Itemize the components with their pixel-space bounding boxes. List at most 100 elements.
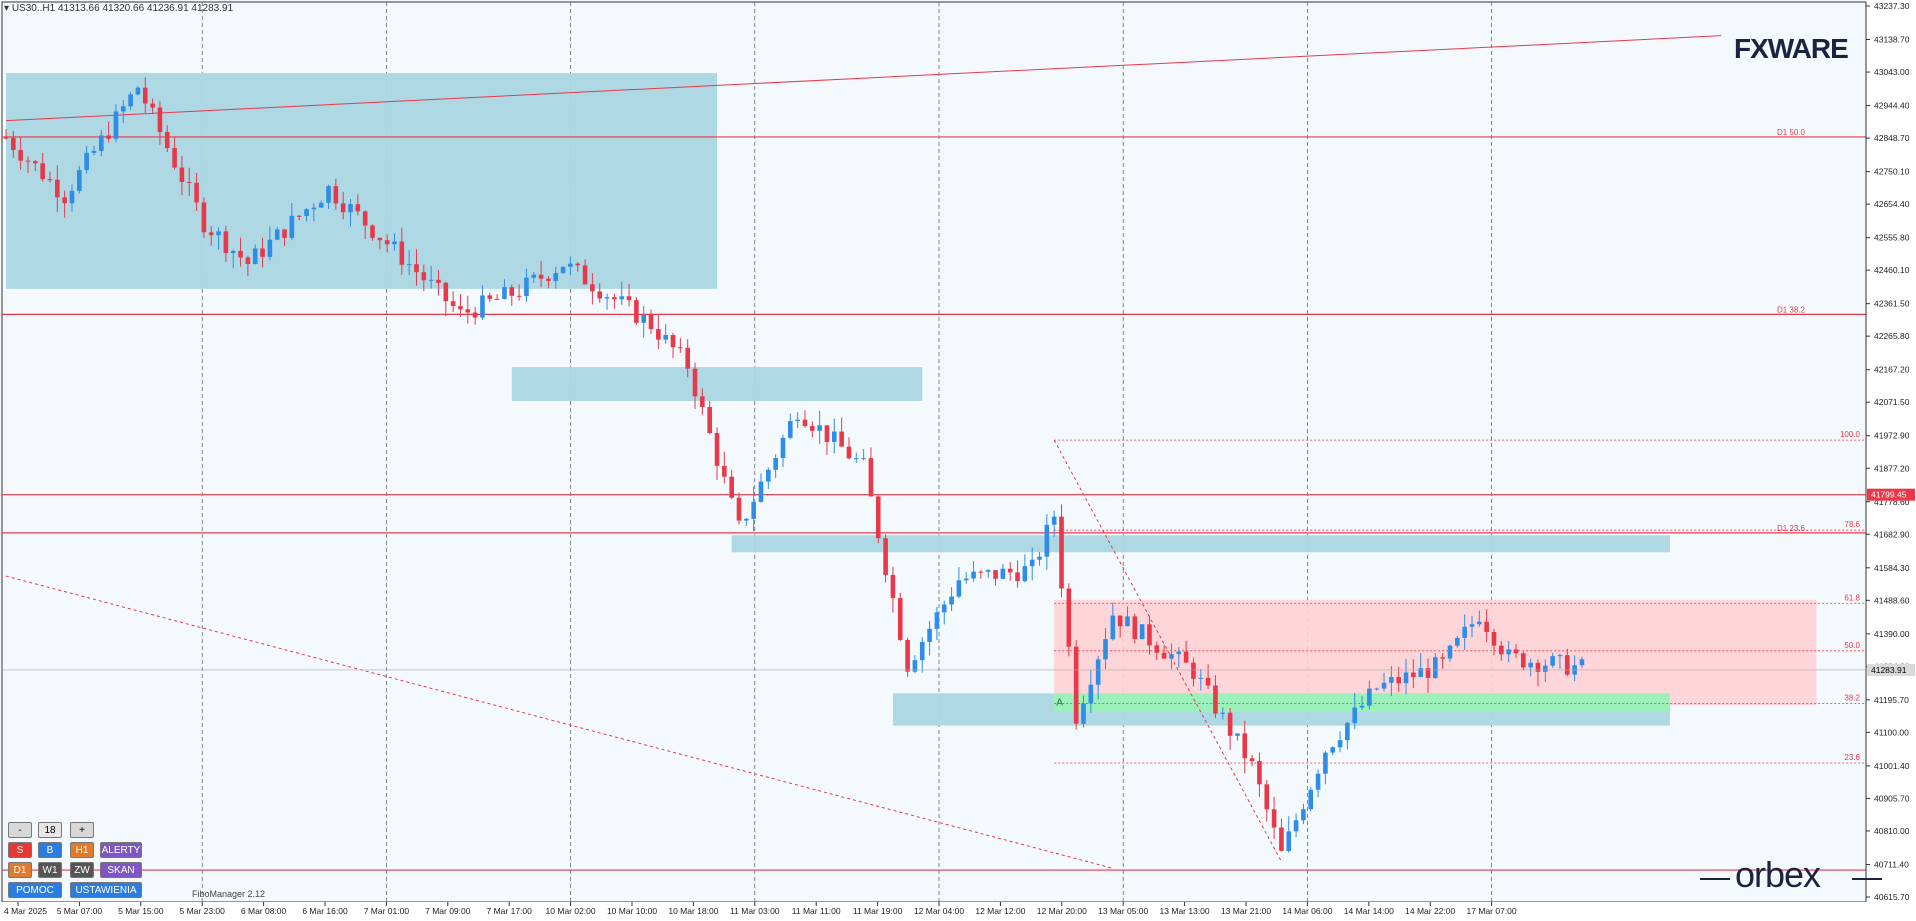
time-tick-label: 7 Mar 17:00: [487, 906, 533, 916]
candle: [1169, 654, 1174, 659]
candle: [1029, 559, 1035, 567]
price-tick-label: 41100.00: [1874, 727, 1909, 737]
candle: [831, 431, 837, 442]
candle: [875, 496, 881, 539]
price-axis-bg: [1866, 0, 1916, 921]
fib-level-label: 61.8: [1844, 593, 1860, 602]
candle: [1477, 621, 1482, 625]
marked-price-label: 41799.45: [1871, 490, 1907, 500]
settings-button[interactable]: USTAWIENIA: [70, 882, 142, 898]
candle: [538, 274, 544, 279]
candle: [853, 458, 859, 460]
price-tick-label: 42555.80: [1874, 233, 1910, 243]
candle: [773, 458, 778, 470]
time-tick-label: 11 Mar 03:00: [730, 906, 780, 916]
candle: [817, 425, 822, 431]
candle: [179, 167, 185, 182]
value-field[interactable]: 18: [38, 822, 62, 838]
fib-level-label: 38.2: [1844, 694, 1860, 703]
candle: [40, 163, 45, 180]
candle: [1213, 685, 1218, 714]
candle: [311, 207, 317, 210]
candle: [707, 406, 712, 434]
time-tick-label: 14 Mar 22:00: [1405, 906, 1455, 916]
candle: [458, 306, 463, 310]
candle: [1337, 740, 1343, 748]
price-tick-label: 41001.40: [1874, 761, 1910, 771]
decrease-button[interactable]: -: [8, 822, 32, 838]
price-tick-label: 42944.40: [1874, 101, 1910, 111]
candle: [751, 501, 756, 519]
timeframe-w1-button[interactable]: W1: [38, 862, 62, 878]
candle: [77, 170, 82, 191]
fibomanager-label: FiboManager 2.12: [192, 889, 266, 899]
candle: [428, 279, 434, 281]
candle: [1440, 657, 1445, 659]
candle: [487, 295, 493, 299]
candle: [421, 272, 427, 281]
candle: [18, 150, 23, 161]
candle: [392, 241, 397, 245]
candle: [91, 150, 97, 153]
candle: [128, 94, 133, 107]
candle: [890, 574, 896, 599]
candle: [201, 202, 207, 233]
price-tick-label: 42750.10: [1874, 167, 1910, 177]
buy-button[interactable]: B: [38, 842, 62, 858]
price-tick-label: 42848.70: [1874, 133, 1910, 143]
candle: [700, 396, 705, 407]
candle: [1183, 651, 1189, 663]
level-label: D1 23.6: [1777, 524, 1806, 533]
candle: [927, 628, 932, 642]
help-button[interactable]: POMOC: [8, 882, 62, 898]
candle: [912, 660, 918, 672]
price-tick-label: 41778.60: [1874, 497, 1910, 507]
candle: [69, 190, 75, 204]
candle: [1579, 659, 1585, 666]
candle: [919, 641, 925, 661]
timeframe-d1-button[interactable]: D1: [8, 862, 32, 878]
candle: [1081, 703, 1086, 724]
time-tick-label: 12 Mar 04:00: [914, 906, 964, 916]
candle: [1469, 624, 1475, 627]
candle: [274, 229, 280, 240]
candle: [465, 309, 471, 313]
price-tick-label: 41195.70: [1874, 695, 1909, 705]
scan-button[interactable]: SKAN: [100, 862, 142, 878]
candle: [370, 225, 375, 238]
timeframe-h1-button[interactable]: H1: [70, 842, 94, 858]
zw-button[interactable]: ZW: [70, 862, 94, 878]
candle: [1447, 645, 1453, 659]
candle: [1073, 646, 1079, 724]
candle: [62, 197, 67, 204]
price-tick-label: 42167.20: [1874, 365, 1910, 375]
candle: [993, 570, 998, 579]
candle: [883, 538, 888, 575]
price-tick-label: 42071.50: [1874, 397, 1910, 407]
level-label: D1 38.2: [1777, 305, 1806, 314]
candle: [186, 181, 192, 183]
candle: [1506, 649, 1511, 655]
candle: [729, 476, 734, 498]
increase-button[interactable]: +: [70, 822, 94, 838]
zone-supply: [6, 73, 718, 289]
candle: [1396, 677, 1401, 684]
time-tick-label: 5 Mar 07:00: [57, 906, 103, 916]
candle: [106, 135, 111, 139]
candle: [941, 604, 947, 613]
candle: [1264, 784, 1270, 810]
sell-button[interactable]: S: [8, 842, 32, 858]
alerts-button[interactable]: ALERTY: [100, 842, 142, 858]
candle: [1374, 688, 1380, 690]
candle: [340, 203, 346, 213]
candle: [1359, 705, 1365, 708]
candle: [1037, 556, 1042, 560]
candle: [788, 421, 793, 438]
candle: [641, 314, 647, 323]
dropdown-icon[interactable]: ▾: [4, 3, 10, 14]
candle: [1066, 588, 1072, 647]
candle: [619, 296, 625, 300]
candle: [736, 497, 742, 521]
time-tick-label: 12 Mar 12:00: [975, 906, 1025, 916]
